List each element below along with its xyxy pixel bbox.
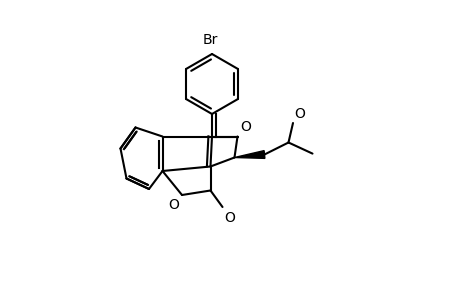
Text: O: O — [294, 107, 305, 122]
Polygon shape — [234, 151, 264, 158]
Text: O: O — [168, 198, 179, 212]
Text: O: O — [224, 212, 235, 226]
Text: Br: Br — [202, 32, 218, 46]
Text: O: O — [240, 120, 250, 134]
